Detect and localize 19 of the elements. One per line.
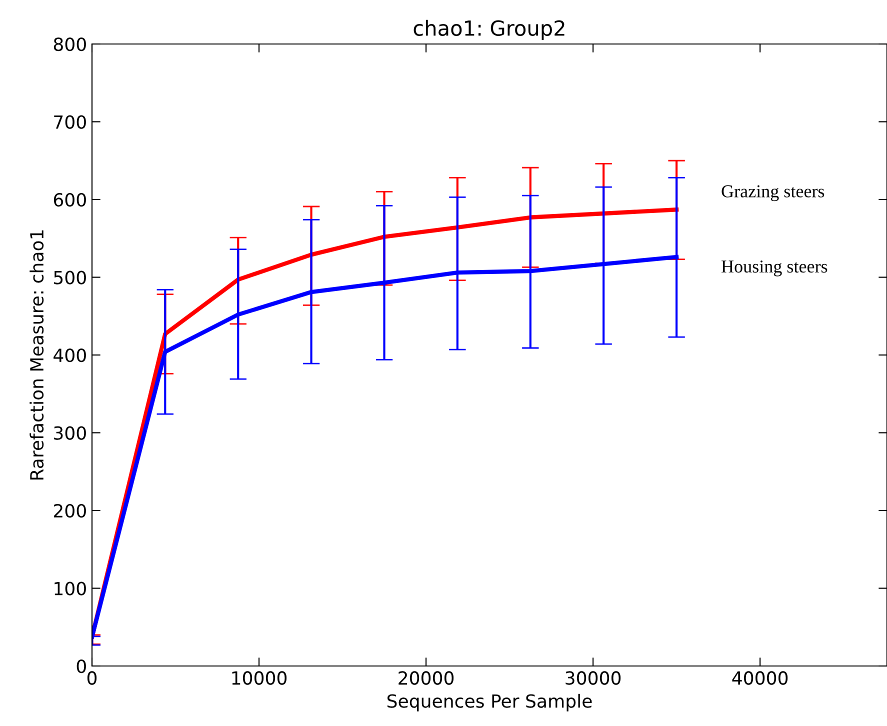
text: Housing steers — [722, 260, 828, 276]
text: Grazing steers — [722, 185, 824, 202]
y-tick-label: 300 — [54, 426, 86, 440]
y-tick-label: 700 — [54, 115, 86, 129]
x-tick-label: 30000 — [566, 671, 621, 685]
y-tick-label: 200 — [54, 504, 86, 518]
y-tick-label: 0 — [76, 659, 86, 674]
y-tick-label: 100 — [54, 582, 86, 596]
y-tick-label: 600 — [54, 192, 86, 207]
y-tick-label: 400 — [54, 348, 86, 362]
y-axis-title: Rarefaction Measure: chao1 — [30, 230, 44, 480]
x-tick-label: 10000 — [232, 671, 287, 685]
x-axis-title: Sequences Per Sample — [387, 694, 592, 712]
x-tick-label: 40000 — [732, 671, 788, 685]
y-tick-label: 500 — [54, 270, 86, 284]
x-tick-label: 0 — [87, 671, 97, 685]
x-tick-label: 20000 — [398, 671, 454, 685]
chart-title: chao1: Group2 — [414, 20, 564, 40]
y-tick-label: 800 — [54, 37, 86, 52]
